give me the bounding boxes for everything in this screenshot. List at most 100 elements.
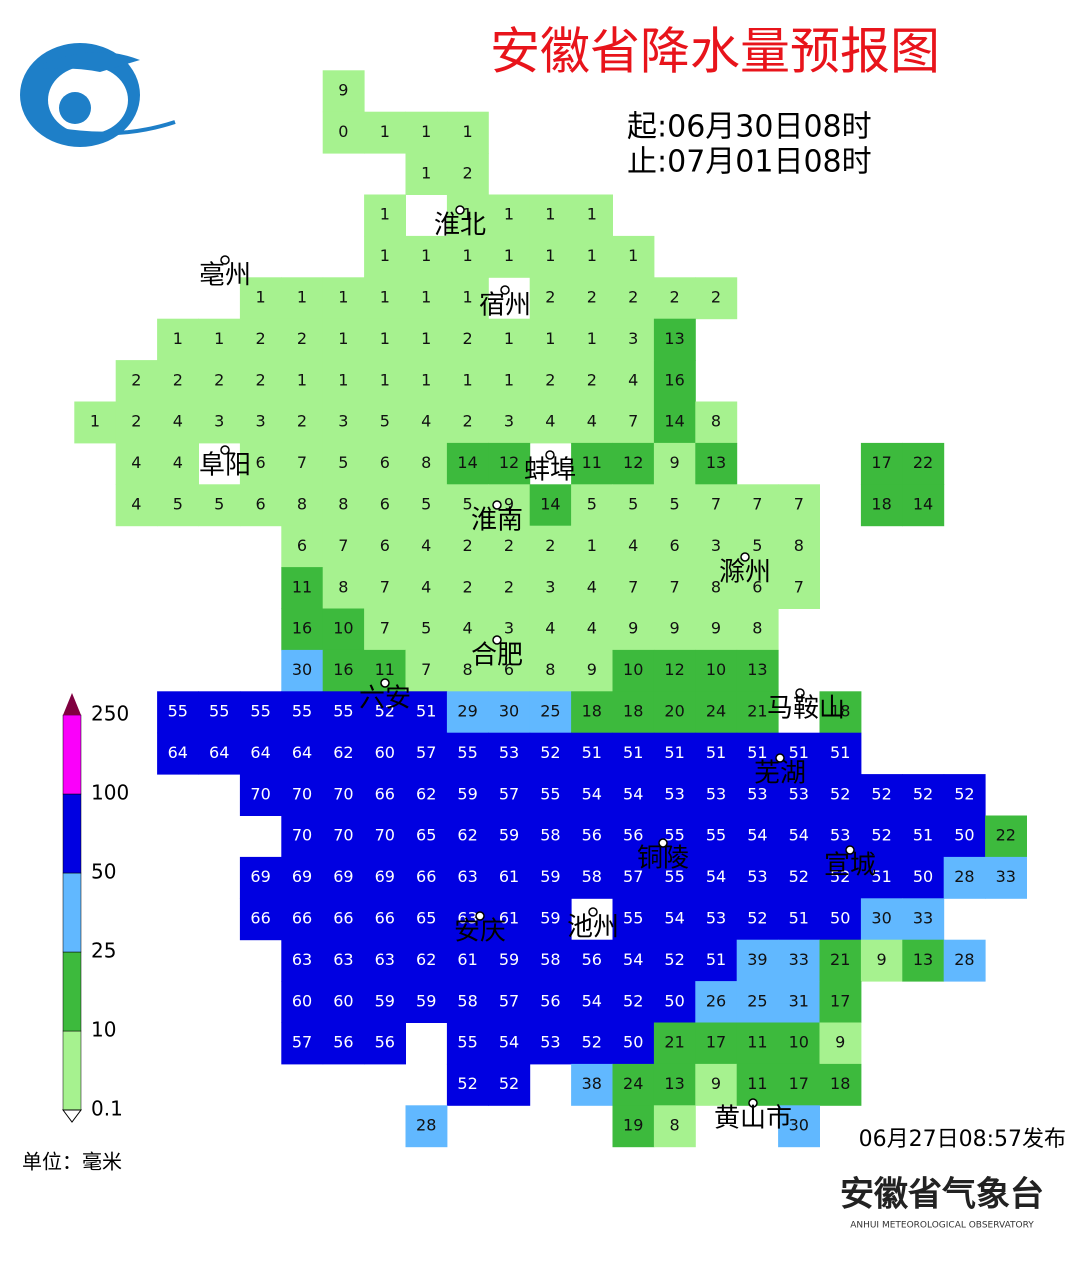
- rain-value: 52: [664, 950, 684, 969]
- rain-cell: [322, 401, 365, 444]
- rain-value: 54: [582, 784, 602, 803]
- rain-value: 0: [338, 122, 348, 141]
- rain-cell: [488, 401, 531, 444]
- legend-top: [63, 693, 81, 715]
- city-name: 合肥: [471, 641, 523, 671]
- rain-value: 58: [457, 991, 477, 1010]
- city-name: 亳州: [199, 261, 251, 291]
- rain-cell: [778, 1022, 820, 1065]
- rain-cell: [446, 525, 489, 568]
- rain-cell: [281, 815, 324, 858]
- rain-cell: [653, 732, 696, 775]
- rain-cell: [529, 401, 572, 444]
- rain-cell: [281, 277, 324, 320]
- rain-cell: [653, 608, 696, 651]
- rain-value: 69: [292, 867, 312, 886]
- rain-value: 10: [789, 1033, 809, 1052]
- rain-value: 55: [540, 784, 560, 803]
- rain-cell: [943, 815, 986, 858]
- rain-value: 1: [297, 370, 307, 389]
- city-name: 芜湖: [754, 759, 806, 789]
- rain-value: 64: [292, 743, 312, 762]
- rain-value: 7: [628, 412, 638, 431]
- rain-cell: [695, 856, 738, 899]
- rain-value: 6: [752, 577, 762, 596]
- rain-value: 21: [830, 950, 850, 969]
- rain-value: 18: [623, 702, 643, 721]
- rain-value: 1: [587, 536, 597, 555]
- rain-cell: [364, 774, 406, 816]
- rain-cell: [198, 360, 241, 402]
- rain-value: 11: [747, 1033, 767, 1052]
- rain-value: 59: [499, 950, 519, 969]
- rain-value: 12: [664, 660, 684, 679]
- rain-value: 66: [292, 909, 312, 928]
- city-name: 蚌埠: [524, 456, 576, 486]
- rain-cell: [115, 484, 158, 527]
- rain-cell: [778, 856, 820, 899]
- rain-value: 13: [664, 1074, 684, 1093]
- rain-value: 50: [664, 991, 684, 1010]
- rain-value: 61: [499, 909, 519, 928]
- rain-cell: [653, 939, 696, 982]
- rain-cell: [488, 649, 531, 692]
- rain-cell: [157, 442, 199, 485]
- rain-value: 66: [375, 909, 395, 928]
- rain-value: 58: [540, 950, 560, 969]
- rain-value: 33: [996, 867, 1016, 886]
- rain-value: 61: [457, 950, 477, 969]
- rain-cell: [653, 981, 696, 1023]
- rain-value: 70: [333, 784, 353, 803]
- rain-cell: [322, 442, 365, 485]
- rain-value: 11: [292, 577, 312, 596]
- rain-value: 53: [540, 1033, 560, 1052]
- rain-cell: [488, 360, 531, 402]
- rain-value: 4: [131, 453, 141, 472]
- rain-cell: [239, 360, 282, 402]
- rain-cell: [612, 277, 655, 320]
- rain-cell: [405, 649, 448, 692]
- rain-value: 7: [380, 577, 390, 596]
- rain-cell: [571, 939, 613, 982]
- rain-cell: [322, 567, 365, 609]
- rain-value: 5: [752, 536, 762, 555]
- rain-cell: [529, 567, 572, 609]
- rain-value: 4: [421, 412, 431, 431]
- rain-value: 2: [587, 370, 597, 389]
- city-name: 铜陵: [637, 844, 689, 874]
- rain-cell: [571, 856, 613, 899]
- rain-value: 55: [706, 826, 726, 845]
- rain-cell: [695, 1063, 738, 1106]
- city-dot: [740, 552, 750, 562]
- rain-value: 3: [711, 536, 721, 555]
- legend-label: 100: [91, 781, 129, 805]
- rain-cell: [488, 525, 531, 568]
- unit: 单位：毫米: [22, 1150, 122, 1174]
- rain-value: 60: [333, 991, 353, 1010]
- rain-value: 13: [706, 453, 726, 472]
- rain-value: 9: [711, 619, 721, 638]
- rain-cell: [695, 981, 738, 1023]
- rain-cell: [695, 691, 738, 734]
- issued-time: 06月27日08:57发布: [859, 1127, 1066, 1152]
- rain-value: 62: [416, 784, 436, 803]
- rain-value: 7: [794, 495, 804, 514]
- rain-value: 51: [789, 909, 809, 928]
- rain-cell: [736, 608, 779, 651]
- rain-cell: [736, 774, 779, 816]
- rain-value: 18: [830, 1074, 850, 1093]
- rain-cell: [239, 484, 282, 527]
- rain-cell: [778, 567, 820, 609]
- rain-value: 50: [623, 1033, 643, 1052]
- rain-value: 52: [375, 702, 395, 721]
- rain-value: 4: [421, 577, 431, 596]
- rain-value: 7: [794, 577, 804, 596]
- rain-cell: [529, 525, 572, 568]
- rain-value: 1: [173, 329, 183, 348]
- city-dot: [475, 911, 485, 921]
- rain-cell: [488, 235, 531, 278]
- rain-cell: [281, 856, 324, 899]
- rain-cell: [653, 1022, 696, 1065]
- rain-value: 1: [380, 205, 390, 224]
- rain-value: 66: [333, 909, 353, 928]
